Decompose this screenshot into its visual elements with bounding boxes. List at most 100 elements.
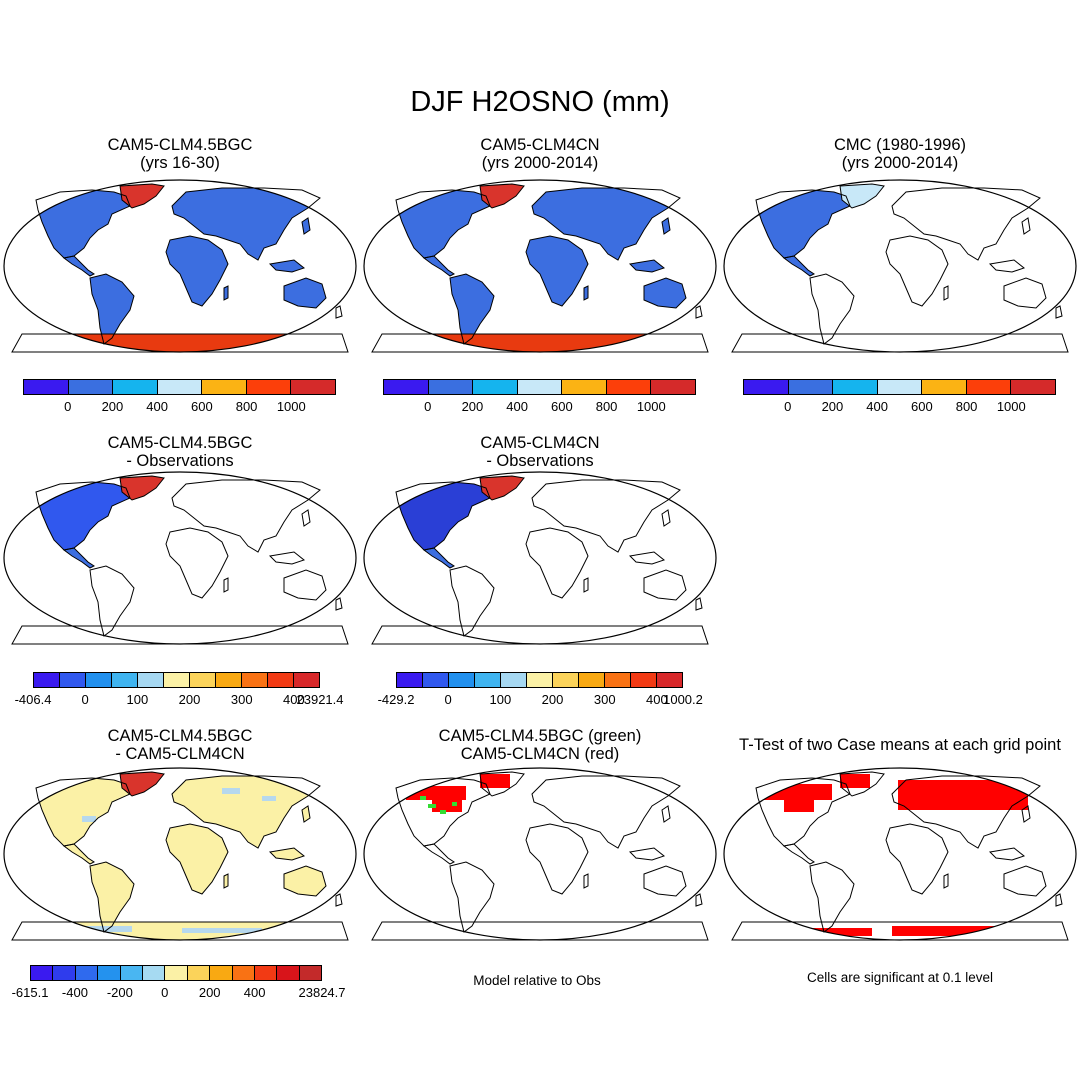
colorbar-tick-label: 200	[178, 692, 201, 707]
colorbar-swatch	[157, 380, 203, 394]
colorbar-tick-label: 1000	[996, 399, 1026, 414]
colorbar-tick-label: -400	[61, 985, 88, 1000]
ttest-significance-cells	[762, 774, 1028, 936]
colorbar-panel1	[23, 379, 336, 395]
colorbar-tick-label: 800	[955, 399, 978, 414]
colorbar-swatch	[294, 673, 319, 687]
colorbar-tick-label: 0	[444, 692, 452, 707]
colorbar-swatch	[232, 966, 255, 980]
colorbar-swatch	[202, 380, 247, 394]
colorbar-tick-label: 600	[550, 399, 573, 414]
colorbar-panel4	[33, 672, 320, 688]
colorbar-tick-label: 0	[784, 399, 792, 414]
colorbar-tick-label: 0	[424, 399, 432, 414]
panel8-note: Model relative to Obs	[473, 973, 601, 988]
panel2-map	[363, 179, 717, 353]
colorbar-panel5-labels: -429.2 0 100 200 300 400 1000.2	[378, 692, 703, 708]
antarctica-snow	[12, 334, 348, 352]
colorbar-swatch	[423, 673, 449, 687]
colorbar-swatch	[517, 380, 563, 394]
colorbar-tick-label: 100	[489, 692, 512, 707]
colorbar-swatch	[562, 380, 607, 394]
colorbar-tick-label: 23824.7	[298, 985, 346, 1000]
colorbar-swatch	[631, 673, 657, 687]
colorbar-swatch	[651, 380, 696, 394]
colorbar-tick-label: 300	[593, 692, 616, 707]
colorbar-swatch	[1011, 380, 1056, 394]
colorbar-swatch	[53, 966, 76, 980]
colorbar-swatch	[605, 673, 631, 687]
colorbar-panel3	[743, 379, 1056, 395]
antarctica-snow	[372, 334, 708, 352]
panel7-title: CAM5-CLM4.5BGC - CAM5-CLM4CN	[0, 727, 360, 763]
panel3-title-line2: (yrs 2000-2014)	[841, 154, 959, 172]
colorbar-swatch	[142, 966, 166, 980]
panel3-title: CMC (1980-1996) (yrs 2000-2014)	[720, 136, 1080, 172]
panel5-title: CAM5-CLM4CN - Observations	[360, 434, 720, 470]
colorbar-swatch	[397, 673, 423, 687]
panel2-title: CAM5-CLM4CN (yrs 2000-2014)	[360, 136, 720, 172]
panel1-map	[3, 179, 357, 353]
colorbar-swatch	[449, 673, 475, 687]
colorbar-tick-label: 200	[198, 985, 221, 1000]
panel4-title-line1: CAM5-CLM4.5BGC	[107, 434, 253, 452]
colorbar-tick-label: -200	[106, 985, 133, 1000]
colorbar-swatch	[744, 380, 789, 394]
colorbar-swatch	[138, 673, 164, 687]
colorbar-swatch	[112, 673, 138, 687]
colorbar-swatch	[86, 673, 112, 687]
colorbar-swatch	[164, 673, 190, 687]
colorbar-swatch	[299, 966, 322, 980]
colorbar-tick-label: -615.1	[11, 985, 49, 1000]
colorbar-tick-label: 600	[910, 399, 933, 414]
colorbar-swatch	[553, 673, 579, 687]
colorbar-swatch	[210, 966, 233, 980]
panel4-title-line2: - Observations	[126, 452, 234, 470]
colorbar-swatch	[877, 380, 923, 394]
colorbar-swatch	[113, 380, 158, 394]
colorbar-swatch	[473, 380, 518, 394]
colorbar-swatch	[120, 966, 143, 980]
panel8-title-line2: CAM5-CLM4CN (red)	[460, 745, 620, 763]
panel3-map	[723, 179, 1077, 353]
panel4-title: CAM5-CLM4.5BGC - Observations	[0, 434, 360, 470]
panel1-title-line1: CAM5-CLM4.5BGC	[107, 136, 253, 154]
colorbar-tick-label: 400	[243, 985, 266, 1000]
panel8-map	[363, 767, 717, 941]
colorbar-swatch	[187, 966, 211, 980]
colorbar-panel4-labels: -406.4 0 100 200 300 400 23921.4	[15, 692, 344, 708]
colorbar-swatch	[24, 380, 69, 394]
colorbar-panel3-labels: 0 200 400 600 800 1000	[743, 399, 1056, 415]
panel5-title-line2: - Observations	[486, 452, 594, 470]
colorbar-tick-label: 200	[101, 399, 124, 414]
panel5-map	[363, 471, 717, 645]
colorbar-tick-label: 400	[283, 692, 305, 707]
colorbar-swatch	[190, 673, 216, 687]
panel9-map	[723, 767, 1077, 941]
colorbar-swatch	[527, 673, 553, 687]
colorbar-swatch	[922, 380, 967, 394]
panel1-title: CAM5-CLM4.5BGC (yrs 16-30)	[0, 136, 360, 172]
panel4-map	[3, 471, 357, 645]
colorbar-tick-label: 800	[595, 399, 618, 414]
figure-title: DJF H2OSNO (mm)	[410, 86, 670, 118]
colorbar-panel1-labels: 0 200 400 600 800 1000	[23, 399, 336, 415]
colorbar-swatch	[277, 966, 300, 980]
colorbar-swatch	[579, 673, 605, 687]
colorbar-tick-label: 300	[230, 692, 253, 707]
colorbar-swatch	[788, 380, 834, 394]
panel7-map	[3, 767, 357, 941]
panel7-title-line1: CAM5-CLM4.5BGC	[107, 727, 253, 745]
green-significance-cells	[420, 796, 457, 814]
colorbar-tick-label: 400	[866, 399, 888, 414]
colorbar-tick-label: 100	[126, 692, 149, 707]
colorbar-swatch	[475, 673, 501, 687]
colorbar-swatch	[68, 380, 114, 394]
colorbar-swatch	[833, 380, 878, 394]
colorbar-panel2	[383, 379, 696, 395]
colorbar-swatch	[606, 380, 652, 394]
panel5-title-line1: CAM5-CLM4CN	[480, 434, 600, 452]
colorbar-tick-label: 200	[541, 692, 564, 707]
colorbar-tick-label: 1000	[636, 399, 666, 414]
colorbar-swatch	[268, 673, 294, 687]
